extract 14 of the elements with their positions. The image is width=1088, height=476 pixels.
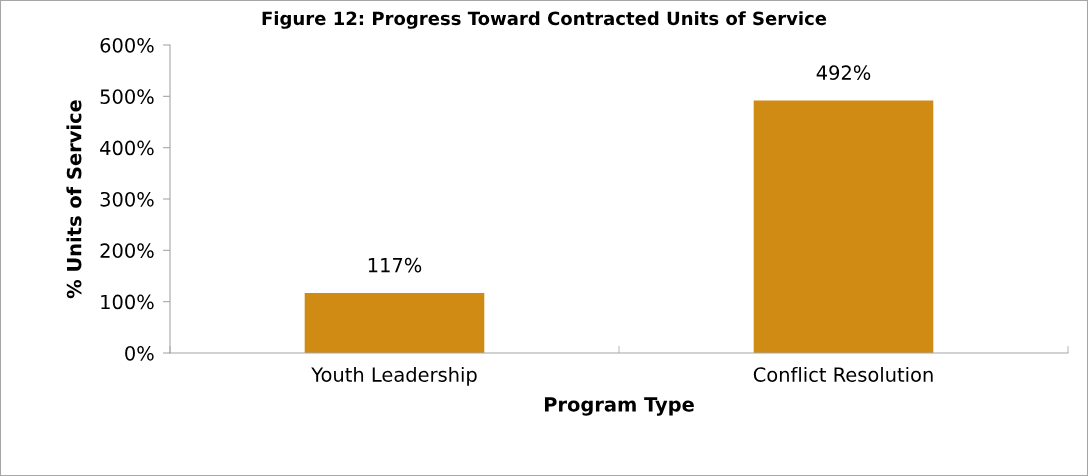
x-tick-label: Youth Leadership xyxy=(311,366,477,386)
x-tick-label: Conflict Resolution xyxy=(753,366,933,382)
y-tick-label: 600% xyxy=(100,37,154,53)
y-tick-label: 300% xyxy=(100,191,154,207)
y-tick-label: 200% xyxy=(100,243,154,258)
data-label: 117% xyxy=(368,257,422,273)
chart-title: Figure 12: Progress Toward Contracted Units of Service xyxy=(262,11,827,29)
y-tick-label: 100% xyxy=(101,294,154,310)
data-label: 492% xyxy=(816,65,871,81)
y-axis-title: % Units of Service xyxy=(66,100,82,299)
y-tick-label: 500% xyxy=(100,89,154,104)
y-tick-label: 0% xyxy=(125,345,154,361)
y-tick-label: 400% xyxy=(100,140,154,156)
x-axis-title: Program Type xyxy=(544,397,694,416)
